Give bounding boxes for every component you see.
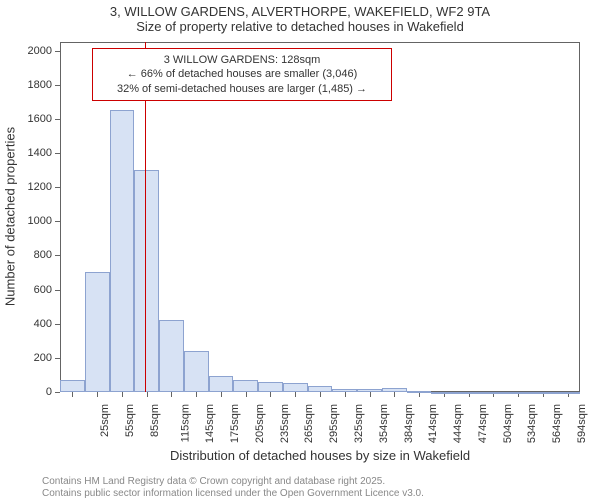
histogram-bar: [159, 320, 184, 392]
x-tick-label: 295sqm: [328, 404, 340, 443]
x-tick-label: 175sqm: [229, 404, 241, 443]
x-tick-mark: [221, 392, 222, 397]
x-tick-label: 205sqm: [254, 404, 266, 443]
x-tick-mark: [394, 392, 395, 397]
histogram-bar: [456, 392, 481, 394]
chart-container: 3, WILLOW GARDENS, ALVERTHORPE, WAKEFIEL…: [0, 0, 600, 500]
x-tick-label: 85sqm: [149, 404, 161, 437]
x-tick-label: 504sqm: [502, 404, 514, 443]
histogram-bar: [60, 380, 85, 392]
x-tick-label: 115sqm: [179, 404, 191, 442]
y-tick-mark: [55, 290, 60, 291]
x-tick-mark: [122, 392, 123, 397]
y-axis-title: Number of detached properties: [3, 17, 18, 417]
attribution-line1: Contains HM Land Registry data © Crown c…: [42, 476, 385, 487]
x-tick-mark: [72, 392, 73, 397]
attribution-line2: Contains public sector information licen…: [42, 488, 424, 499]
x-tick-label: 414sqm: [427, 404, 439, 443]
y-tick-mark: [55, 51, 60, 52]
x-tick-label: 444sqm: [452, 404, 464, 443]
histogram-bar: [209, 376, 234, 392]
x-tick-mark: [97, 392, 98, 397]
y-tick-mark: [55, 255, 60, 256]
x-tick-label: 145sqm: [205, 404, 217, 443]
y-tick-mark: [55, 119, 60, 120]
histogram-bar: [506, 392, 531, 394]
x-tick-mark: [270, 392, 271, 397]
histogram-bar: [481, 392, 506, 394]
y-tick-mark: [55, 358, 60, 359]
histogram-bar: [308, 386, 333, 392]
x-tick-label: 55sqm: [124, 404, 136, 437]
x-tick-label: 325sqm: [353, 404, 365, 443]
x-axis-title: Distribution of detached houses by size …: [60, 448, 580, 463]
x-tick-mark: [246, 392, 247, 397]
histogram-bar: [332, 389, 357, 392]
histogram-bar: [530, 392, 555, 394]
annotation-box: 3 WILLOW GARDENS: 128sqm ← 66% of detach…: [92, 48, 392, 101]
annotation-line1: 3 WILLOW GARDENS: 128sqm: [99, 53, 385, 67]
annotation-line3: 32% of semi-detached houses are larger (…: [99, 82, 385, 96]
histogram-bar: [85, 272, 110, 392]
x-tick-mark: [196, 392, 197, 397]
histogram-bar: [134, 170, 159, 392]
x-tick-label: 235sqm: [279, 404, 291, 443]
x-tick-label: 354sqm: [378, 404, 390, 443]
x-tick-mark: [320, 392, 321, 397]
chart-title-line2: Size of property relative to detached ho…: [0, 19, 600, 36]
histogram-bar: [357, 389, 382, 392]
y-tick-mark: [55, 221, 60, 222]
histogram-bar: [382, 388, 407, 392]
y-tick-mark: [55, 324, 60, 325]
y-tick-mark: [55, 187, 60, 188]
histogram-bar: [431, 392, 456, 394]
x-tick-label: 25sqm: [99, 404, 111, 437]
y-tick-mark: [55, 85, 60, 86]
y-tick-mark: [55, 392, 60, 393]
histogram-bar: [407, 391, 432, 393]
y-tick-mark: [55, 153, 60, 154]
x-tick-mark: [171, 392, 172, 397]
histogram-bar: [184, 351, 209, 392]
chart-title-line1: 3, WILLOW GARDENS, ALVERTHORPE, WAKEFIEL…: [0, 0, 600, 19]
x-tick-mark: [345, 392, 346, 397]
x-tick-label: 265sqm: [304, 404, 316, 443]
histogram-bar: [555, 392, 580, 394]
x-tick-label: 384sqm: [403, 404, 415, 443]
x-tick-label: 594sqm: [576, 404, 588, 443]
x-tick-label: 534sqm: [526, 404, 538, 443]
annotation-line2: ← 66% of detached houses are smaller (3,…: [99, 67, 385, 81]
x-tick-mark: [295, 392, 296, 397]
histogram-bar: [233, 380, 258, 392]
histogram-bar: [110, 110, 135, 392]
x-tick-label: 564sqm: [551, 404, 563, 443]
x-tick-mark: [147, 392, 148, 397]
x-tick-mark: [370, 392, 371, 397]
histogram-bar: [258, 382, 283, 392]
histogram-bar: [283, 383, 308, 392]
x-tick-label: 474sqm: [477, 404, 489, 443]
